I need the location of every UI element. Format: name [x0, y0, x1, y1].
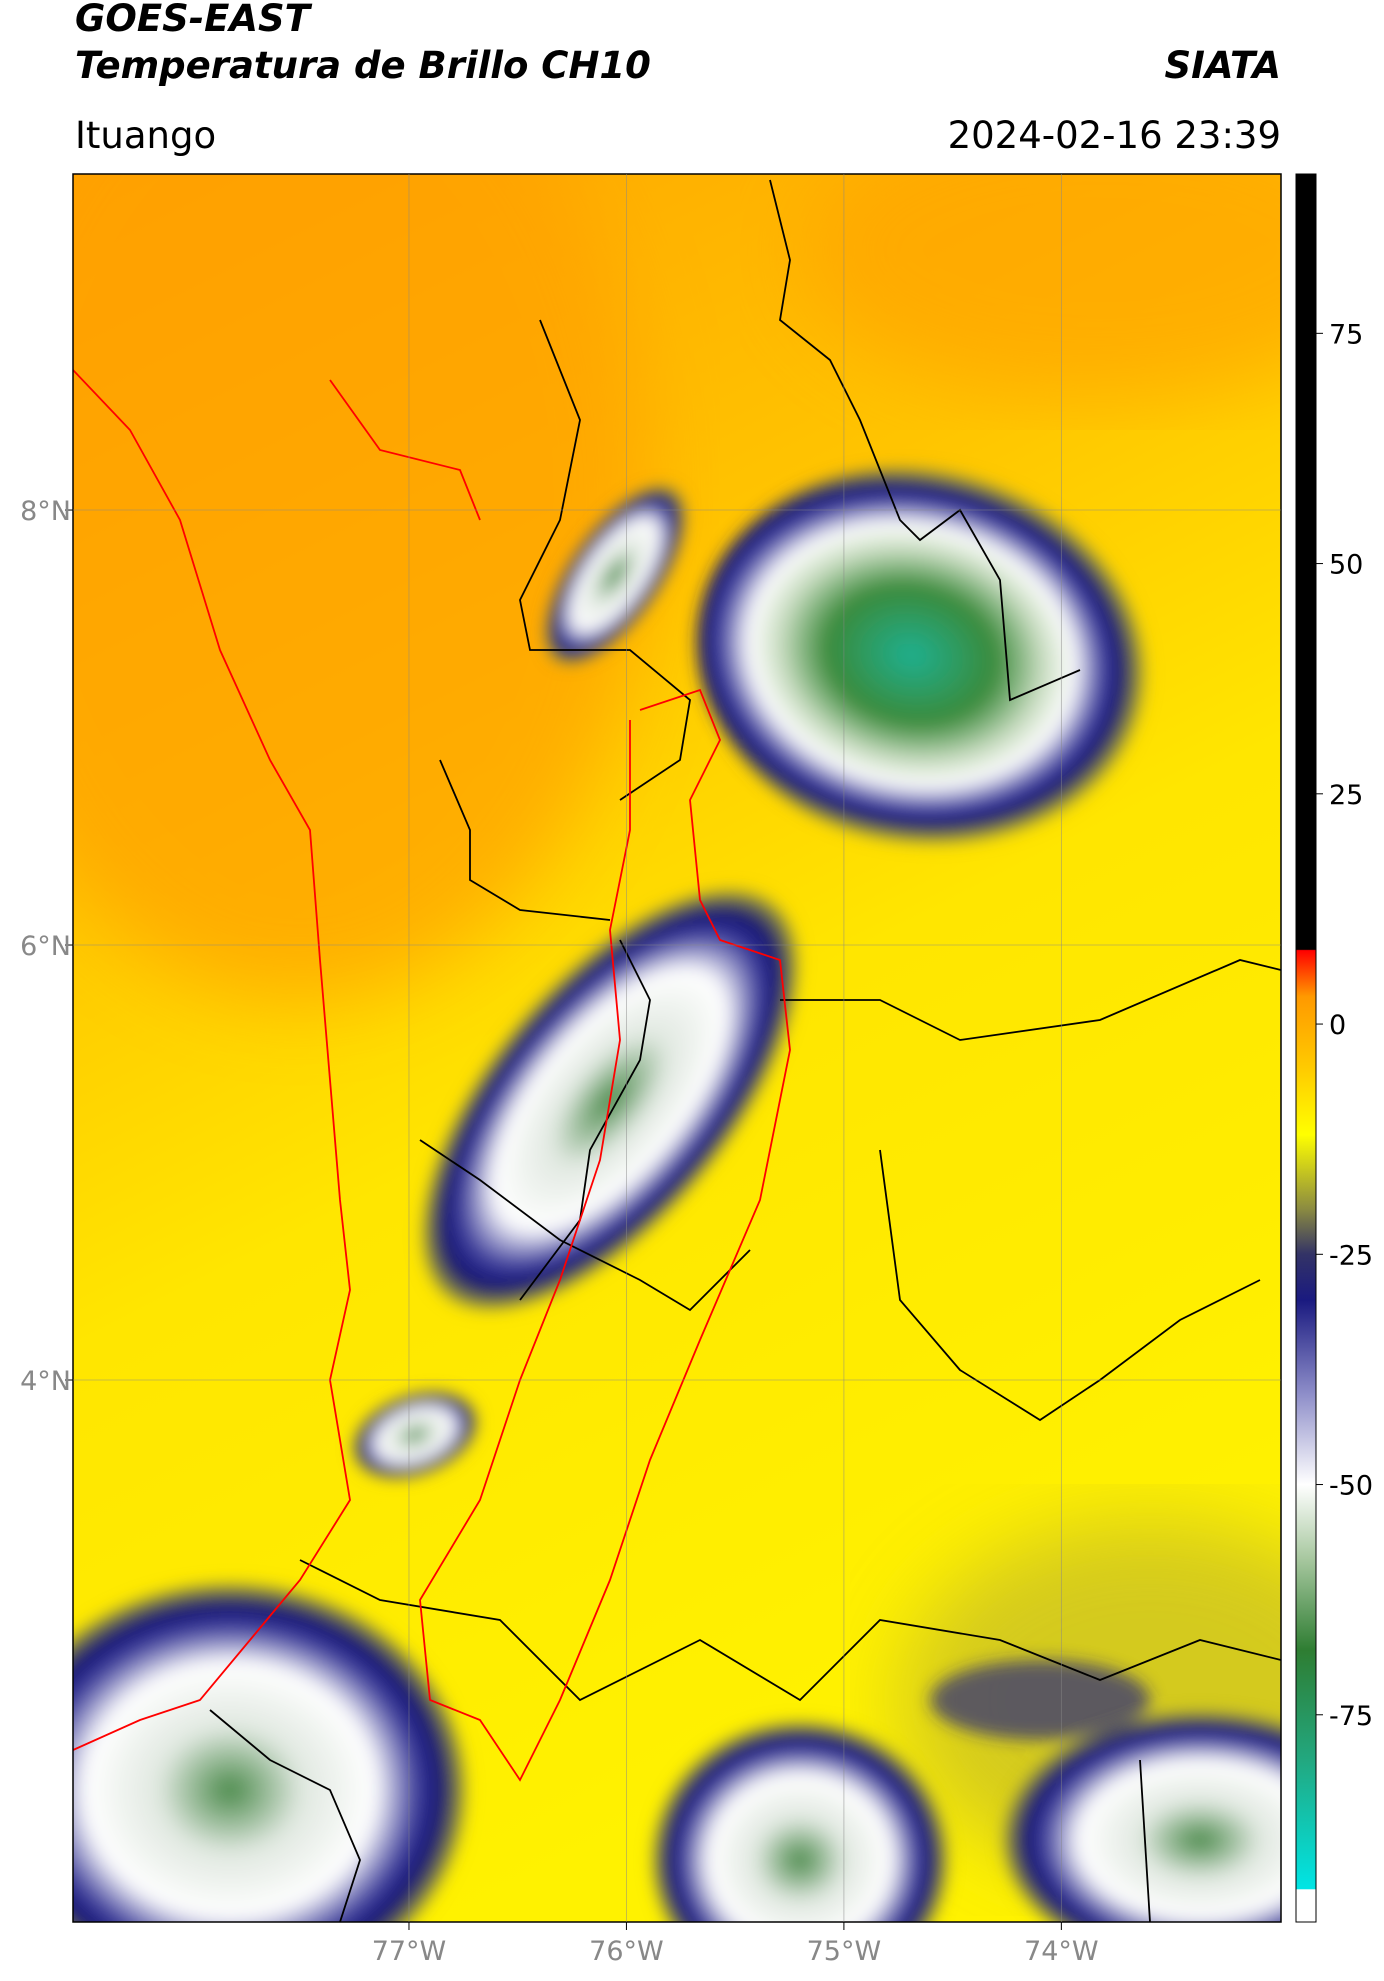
map-frame	[72, 173, 1282, 1923]
lat-tick-label: 8°N	[20, 496, 71, 527]
colorbar-tick-label: 50	[1329, 550, 1363, 581]
lat-tick-label: 6°N	[20, 931, 71, 962]
colorbar	[1295, 173, 1317, 1923]
lon-tick-label: 76°W	[589, 1936, 664, 1967]
title: GOES-EAST	[75, 0, 313, 40]
location: Ituango	[75, 114, 216, 157]
lon-tick-label: 77°W	[372, 1936, 447, 1967]
colorbar-tick-label: -75	[1329, 1701, 1373, 1732]
colorbar-tick-label: -25	[1329, 1240, 1373, 1271]
timestamp: 2024-02-16 23:39	[948, 114, 1281, 157]
colorbar-tick-label: 75	[1329, 319, 1363, 350]
lon-tick-label: 74°W	[1024, 1936, 1099, 1967]
colorbar-tick-label: 25	[1329, 780, 1363, 811]
source: SIATA	[1164, 44, 1281, 87]
colorbar-tick-label: -50	[1329, 1471, 1373, 1502]
lat-tick-label: 4°N	[20, 1366, 71, 1397]
subtitle: Temperatura de Brillo CH10	[75, 44, 651, 87]
colorbar-tick-label: 0	[1329, 1010, 1346, 1041]
lon-tick-label: 75°W	[807, 1936, 882, 1967]
